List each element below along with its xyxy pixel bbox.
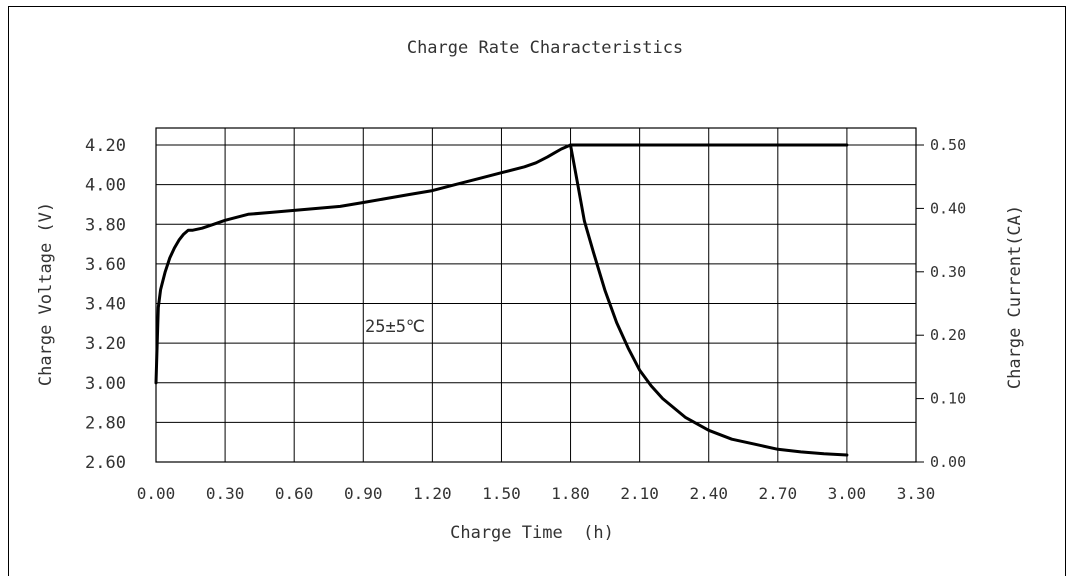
x-tick-label: 1.50 xyxy=(482,484,521,503)
y-left-tick-label: 2.80 xyxy=(85,413,126,433)
x-tick-label: 1.80 xyxy=(551,484,590,503)
x-tick-label: 0.90 xyxy=(344,484,383,503)
plot-area-border xyxy=(155,127,917,463)
y-right-tick-label: 0.20 xyxy=(930,326,966,344)
y-left-axis-label: Charge Voltage (V) xyxy=(36,202,56,386)
y-right-tick-label: 0.40 xyxy=(930,199,966,217)
y-left-tick-label: 3.20 xyxy=(85,334,126,354)
chart-frame xyxy=(8,6,1066,576)
x-tick-label: 3.30 xyxy=(897,484,936,503)
chart-title: Charge Rate Characteristics xyxy=(407,38,683,58)
x-tick-label: 0.30 xyxy=(206,484,245,503)
y-left-tick-label: 3.80 xyxy=(85,215,126,235)
y-left-tick-label: 4.20 xyxy=(85,136,126,156)
y-left-tick-label: 2.60 xyxy=(85,453,126,473)
grid-lines xyxy=(155,128,924,463)
x-tick-label: 0.00 xyxy=(137,484,176,503)
x-tick-label: 2.10 xyxy=(620,484,659,503)
x-tick-label: 0.60 xyxy=(275,484,314,503)
x-tick-labels: 0.00 0.30 0.60 0.90 1.20 1.50 1.80 2.10 2.40 2.70… xyxy=(137,484,936,503)
y-right-tick-label: 0.10 xyxy=(930,390,966,408)
x-tick-label: 3.00 xyxy=(828,484,867,503)
y-right-tick-label: 0.50 xyxy=(930,136,966,154)
charge-current-line xyxy=(569,143,849,457)
x-tick-label: 1.20 xyxy=(413,484,452,503)
y-left-tick-labels: 2.60 2.80 3.00 3.20 3.40 3.60 3.80 4.00 4.20 xyxy=(85,136,126,473)
y-right-tick-label: 0.30 xyxy=(930,263,966,281)
y-right-axis-label: Charge Current(CA) xyxy=(1005,205,1025,389)
y-left-tick-label: 4.00 xyxy=(85,176,126,196)
charge-voltage-line xyxy=(154,143,849,385)
y-left-tick-label: 3.00 xyxy=(85,374,126,394)
y-right-tick-labels: 0.00 0.10 0.20 0.30 0.40 0.50 xyxy=(930,136,966,471)
x-axis-label: Charge Time (h) xyxy=(450,523,614,543)
series-lines xyxy=(154,143,849,457)
y-left-tick-label: 3.40 xyxy=(85,295,126,315)
y-left-tick-label: 3.60 xyxy=(85,255,126,275)
x-tick-label: 2.70 xyxy=(759,484,798,503)
y-right-tick-label: 0.00 xyxy=(930,453,966,471)
temperature-annotation: 25±5℃ xyxy=(365,317,425,337)
x-tick-label: 2.40 xyxy=(689,484,728,503)
